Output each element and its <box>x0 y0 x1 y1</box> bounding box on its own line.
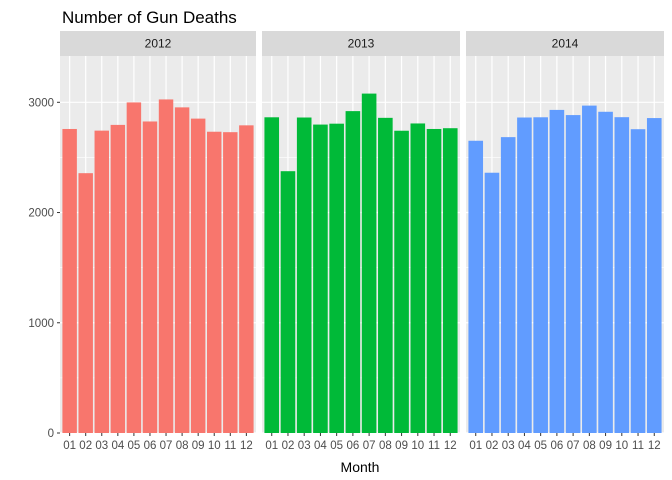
bar-2012-09 <box>190 118 206 434</box>
x-tick-label: 06 <box>144 440 157 452</box>
bar-2014-05 <box>533 117 548 433</box>
x-tick-label: 05 <box>534 440 547 452</box>
x-tick-label: 09 <box>599 440 612 452</box>
bar-2012-11 <box>223 132 238 433</box>
y-tick-label: 2000 <box>28 208 54 220</box>
bar-2012-04 <box>110 124 126 433</box>
x-tick-label: 08 <box>583 440 596 452</box>
bar-2014-09 <box>598 111 613 433</box>
bar-2014-02 <box>484 172 500 433</box>
bar-2014-11 <box>630 129 646 434</box>
bar-2012-05 <box>126 102 142 433</box>
x-tick-label: 01 <box>265 440 278 452</box>
bar-2013-03 <box>296 117 312 433</box>
x-tick-label: 05 <box>128 440 141 452</box>
x-tick-label: 07 <box>363 440 376 452</box>
bar-2013-11 <box>426 128 442 433</box>
x-tick-label: 10 <box>411 440 424 452</box>
x-tick-label: 10 <box>615 440 628 452</box>
bar-2013-04 <box>313 124 328 434</box>
bar-2014-04 <box>517 117 532 433</box>
x-tick-label: 03 <box>298 440 311 452</box>
x-tick-label: 10 <box>208 440 221 452</box>
x-tick-label: 06 <box>346 440 359 452</box>
bar-2014-10 <box>614 117 630 434</box>
x-tick-label: 09 <box>395 440 408 452</box>
facet-strip <box>466 31 664 56</box>
facet-strip <box>60 31 256 56</box>
x-tick-label: 08 <box>379 440 392 452</box>
bar-2014-03 <box>500 137 516 434</box>
x-tick-label: 11 <box>632 440 644 452</box>
bar-2013-08 <box>378 117 393 434</box>
x-tick-label: 11 <box>428 440 440 452</box>
bar-2012-01 <box>62 128 77 433</box>
x-tick-label: 08 <box>176 440 189 452</box>
x-tick-label: 07 <box>160 440 173 452</box>
bar-2013-10 <box>410 123 426 433</box>
facet-label: 2012 <box>145 37 172 51</box>
panel-2014: 2014 01 02 03 04 05 06 07 08 09 10 11 12 <box>466 31 664 452</box>
bar-2013-01 <box>264 117 280 433</box>
x-tick-label: 12 <box>240 440 253 452</box>
y-tick-label: 3000 <box>28 97 54 109</box>
bar-2012-10 <box>207 131 222 433</box>
y-tick-label: 0 <box>48 428 54 440</box>
x-tick-label: 02 <box>282 440 295 452</box>
bar-2012-06 <box>142 121 158 434</box>
x-tick-label: 03 <box>502 440 515 452</box>
bar-2013-12 <box>442 128 458 433</box>
bar-2013-07 <box>361 93 377 433</box>
x-tick-label: 05 <box>330 440 343 452</box>
x-tick-label: 09 <box>192 440 205 452</box>
bar-2013-06 <box>345 111 361 434</box>
bar-2013-02 <box>280 171 296 433</box>
y-axis: 0 1000 2000 3000 <box>28 97 60 440</box>
x-tick-label: 04 <box>518 440 531 452</box>
facet-strip <box>262 31 460 56</box>
facet-label: 2014 <box>552 37 579 51</box>
bar-2012-07 <box>158 99 174 434</box>
x-tick-label: 03 <box>95 440 108 452</box>
x-tick-label: 01 <box>63 440 76 452</box>
bar-2014-08 <box>582 105 597 434</box>
chart-title: Number of Gun Deaths <box>62 8 237 27</box>
panel-2013: 2013 01 02 03 04 05 06 07 08 09 10 11 12 <box>262 31 460 452</box>
y-tick-label: 1000 <box>28 318 54 330</box>
x-tick-label: 12 <box>444 440 457 452</box>
bar-2012-08 <box>174 107 190 433</box>
x-axis-title: Month <box>341 459 380 475</box>
x-tick-label: 04 <box>111 440 124 452</box>
x-tick-label: 12 <box>648 440 661 452</box>
facet-label: 2013 <box>348 37 375 51</box>
x-tick-label: 06 <box>550 440 563 452</box>
bar-2014-07 <box>565 115 581 433</box>
bar-2012-03 <box>94 130 109 433</box>
x-tick-label: 02 <box>486 440 499 452</box>
bar-2013-05 <box>329 123 344 433</box>
bar-2012-12 <box>239 125 254 434</box>
bar-2014-01 <box>468 140 484 433</box>
bar-2014-06 <box>549 109 565 433</box>
x-tick-label: 02 <box>79 440 92 452</box>
x-tick-label: 01 <box>469 440 482 452</box>
x-tick-label: 11 <box>224 440 236 452</box>
bar-2012-02 <box>78 173 93 433</box>
bar-2014-12 <box>646 118 662 433</box>
panel-2012: 2012 01 02 03 04 05 06 07 08 09 10 11 12 <box>60 31 256 452</box>
x-tick-label: 07 <box>567 440 580 452</box>
x-tick-label: 04 <box>314 440 327 452</box>
bar-2013-09 <box>394 130 409 434</box>
